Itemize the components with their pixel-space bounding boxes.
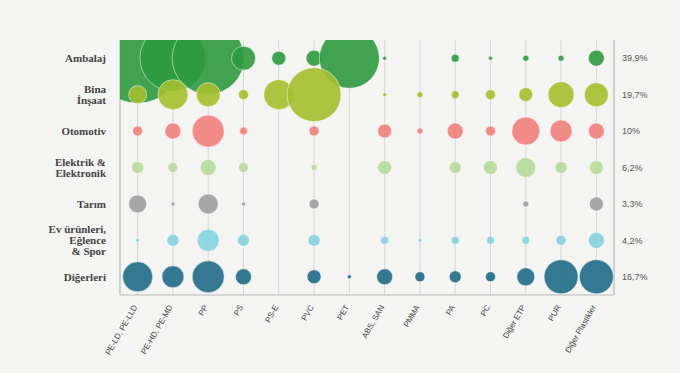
svg-text:4,2%: 4,2% — [622, 236, 643, 246]
svg-text:PVC: PVC — [300, 303, 316, 322]
svg-text:Ambalaj: Ambalaj — [65, 52, 106, 64]
svg-text:PC: PC — [479, 303, 492, 317]
svg-text:PE-HD, PE-MD: PE-HD, PE-MD — [139, 303, 174, 355]
svg-text:Diğer Plastikler: Diğer Plastikler — [563, 303, 598, 354]
svg-text:Elektrik &Elektronik: Elektrik &Elektronik — [55, 156, 107, 179]
svg-text:PP: PP — [197, 304, 210, 318]
svg-text:ABS, SAN: ABS, SAN — [360, 303, 386, 340]
svg-text:Ev ürünleri,Eğlence& Spor: Ev ürünleri,Eğlence& Spor — [49, 223, 107, 257]
svg-text:PE-LD, PE-LLD: PE-LD, PE-LLD — [104, 303, 140, 356]
svg-text:PS: PS — [232, 304, 245, 318]
svg-text:Binaİnşaat: Binaİnşaat — [77, 83, 107, 106]
svg-text:PA: PA — [444, 303, 457, 317]
svg-text:10%: 10% — [622, 126, 640, 136]
svg-text:PS-E: PS-E — [263, 304, 280, 325]
svg-text:Diğerleri: Diğerleri — [64, 271, 106, 283]
svg-text:PET: PET — [336, 303, 352, 321]
svg-text:6,2%: 6,2% — [622, 163, 643, 173]
svg-text:3,3%: 3,3% — [622, 199, 643, 209]
svg-text:Tarım: Tarım — [77, 198, 106, 210]
svg-text:Diğer ETP: Diğer ETP — [501, 304, 527, 340]
svg-text:16,7%: 16,7% — [622, 272, 648, 282]
svg-text:19,7%: 19,7% — [622, 90, 648, 100]
svg-text:PMMA: PMMA — [402, 303, 422, 329]
svg-text:PUR: PUR — [547, 303, 563, 322]
svg-text:Otomotiv: Otomotiv — [61, 125, 106, 137]
svg-text:39,9%: 39,9% — [622, 53, 648, 63]
